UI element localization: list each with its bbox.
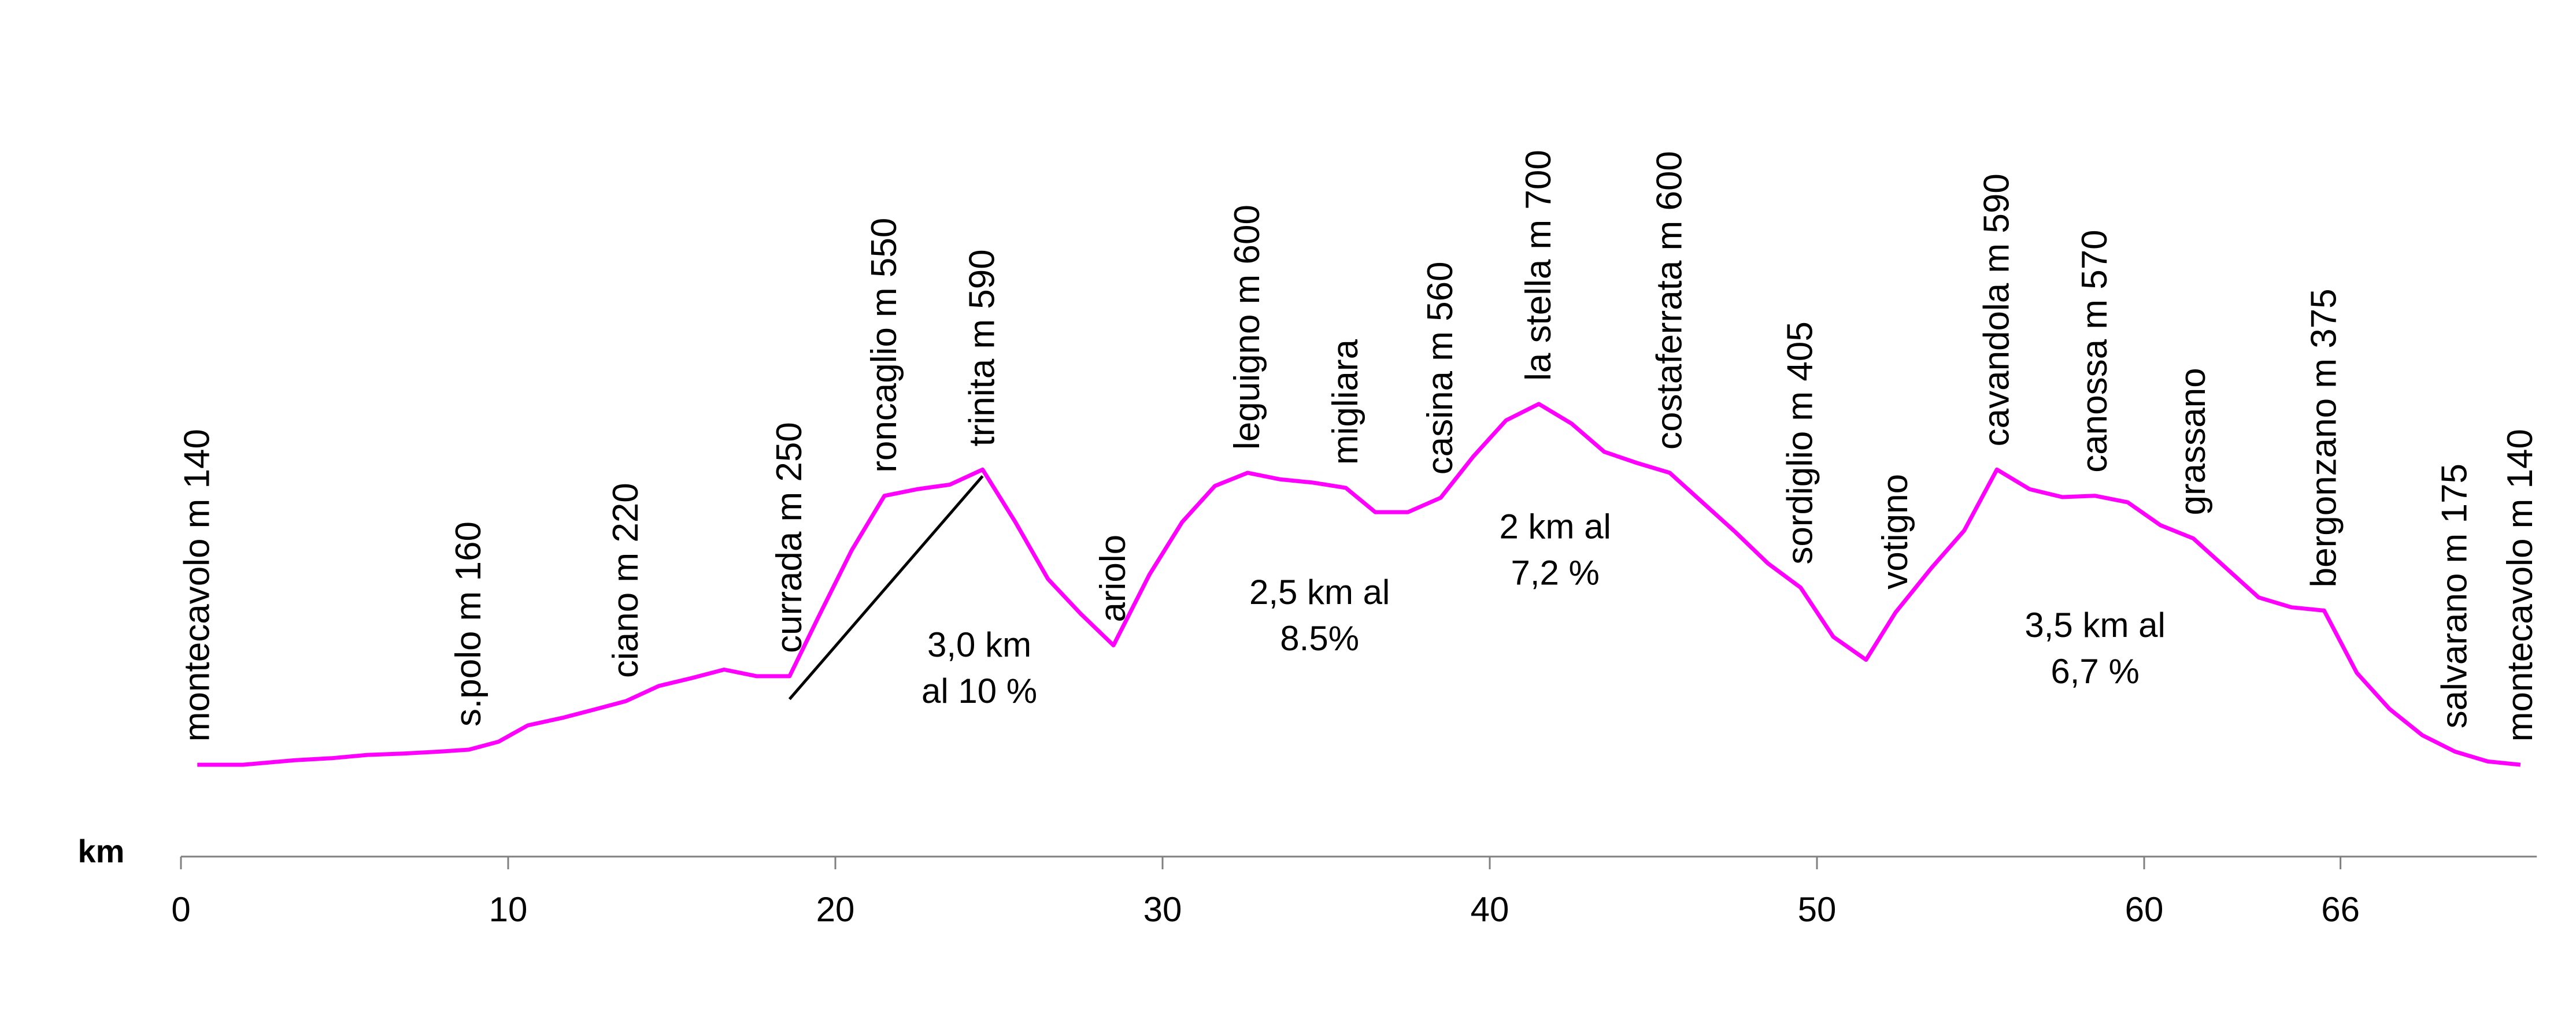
x-tick-label-6: 60 [2125,890,2164,929]
place-label-18: salvarano m 175 [2435,464,2475,728]
place-label-10: la stella m 700 [1519,150,1559,381]
elevation-profile-line [197,402,2521,767]
place-labels: montecavolo m 140 s.polo m 160 ciano m 220… [177,150,2540,742]
place-label-7: leguigno m 600 [1227,205,1267,450]
place-label-4: roncaglio m 550 [864,218,904,473]
place-label-5: trinita m 590 [963,249,1002,446]
place-label-19: montecavolo m 140 [2500,429,2540,742]
x-tick-label-2: 20 [816,890,855,929]
place-label-8: migliara [1326,339,1365,465]
place-label-2: ciano m 220 [606,483,646,678]
place-label-11: costaferrata m 600 [1649,151,1689,450]
x-tick-label-1: 10 [489,890,528,929]
place-label-16: grassano [2173,368,2213,515]
place-label-15: canossa m 570 [2075,229,2115,472]
x-axis-tick-labels: 0 10 20 30 40 50 60 66 [171,890,2360,929]
x-tick-label-4: 40 [1471,890,1509,929]
x-tick-label-0: 0 [171,890,190,929]
x-tick-label-3: 30 [1143,890,1182,929]
climb-annotation-3: 3,5 km al 6,7 % [2024,606,2165,691]
place-label-9: casina m 560 [1420,261,1460,475]
climb-annotations: 3,0 km al 10 % 2,5 km al 8.5% 2 km al 7,2 % 3,… [921,507,2166,710]
x-axis-ticks [180,857,2342,869]
gradient-line [788,475,984,701]
x-axis-label: km [78,833,125,869]
x-tick-label-7: 66 [2321,890,2360,929]
x-tick-label-5: 50 [1798,890,1837,929]
place-label-14: cavandola m 590 [1977,173,2016,446]
place-label-17: bergonzano m 375 [2304,288,2344,587]
place-label-12: sordiglio m 405 [1781,321,1820,564]
climb-annotation-1: 2,5 km al 8.5% [1249,573,1390,658]
climb-annotation-2: 2 km al 7,2 % [1500,507,1611,592]
place-label-13: votigno [1875,474,1915,590]
place-label-6: ariolo [1093,535,1133,622]
climb-annotation-0: 3,0 km al 10 % [921,625,1037,710]
place-label-1: s.polo m 160 [449,521,488,727]
place-label-3: currada m 250 [769,422,809,653]
place-label-0: montecavolo m 140 [177,429,217,742]
